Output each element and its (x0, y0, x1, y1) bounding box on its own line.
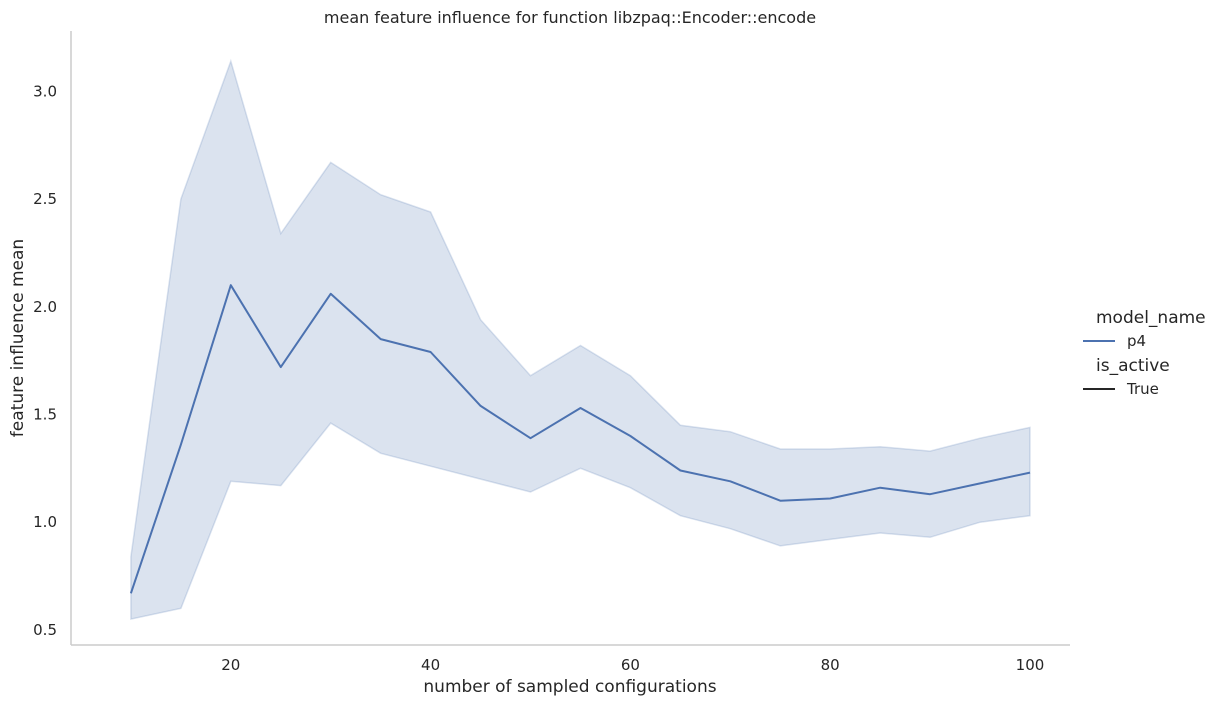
x-tick-labels: 20 40 60 80 100 (221, 656, 1044, 674)
series-line-p4 (129, 284, 1031, 594)
y-tick-label: 0.5 (33, 621, 57, 639)
legend-style-title: is_active (1096, 356, 1170, 376)
y-tick-label: 2.0 (33, 298, 57, 316)
legend: model_name p4 is_active True (1083, 308, 1206, 398)
plot-area (129, 58, 1031, 621)
x-axis-label: number of sampled configurations (423, 677, 716, 697)
x-tick-label: 100 (1016, 656, 1045, 674)
y-tick-label: 1.5 (33, 406, 57, 424)
legend-entry-p4: p4 (1127, 332, 1146, 350)
y-tick-label: 2.5 (33, 190, 57, 208)
y-tick-label: 3.0 (33, 82, 57, 100)
y-axis-label: feature influence mean (8, 239, 28, 437)
confidence-band (130, 58, 1031, 621)
x-tick-label: 80 (821, 656, 840, 674)
x-tick-label: 20 (221, 656, 240, 674)
legend-hue-title: model_name (1096, 308, 1206, 328)
chart-title: mean feature influence for function libz… (324, 8, 816, 27)
legend-entry-true: True (1126, 380, 1159, 398)
y-tick-labels: 0.5 1.0 1.5 2.0 2.5 3.0 (33, 82, 57, 639)
x-tick-label: 40 (421, 656, 440, 674)
y-tick-label: 1.0 (33, 513, 57, 531)
x-tick-label: 60 (621, 656, 640, 674)
